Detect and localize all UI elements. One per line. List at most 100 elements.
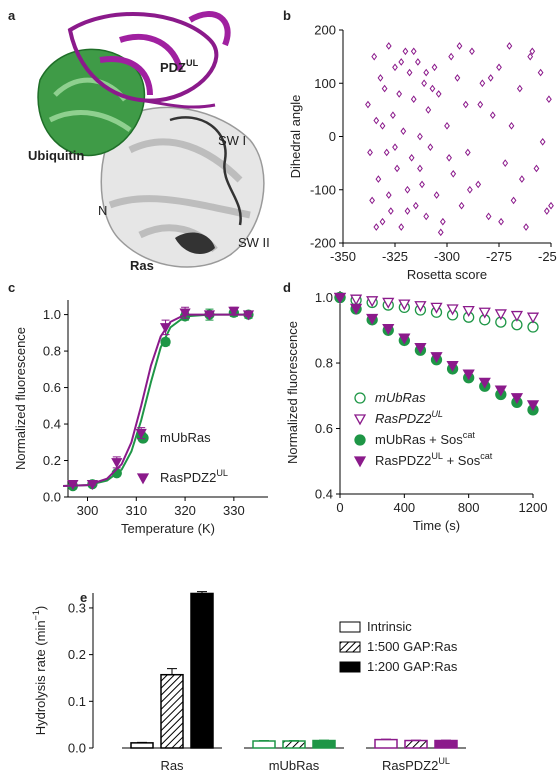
y-axis-label-part: Hydrolysis rate (min (33, 620, 48, 735)
marker (135, 428, 147, 439)
panel-letter: b (283, 8, 291, 23)
marker (421, 79, 427, 88)
marker (398, 299, 411, 311)
sw2-label: SW II (238, 235, 270, 250)
marker (462, 369, 475, 381)
x-tick-label: RasPDZ2UL (382, 756, 450, 773)
pdz-label-part: UL (186, 58, 199, 68)
y-tick-label: 0.4 (315, 487, 333, 502)
structure-art (37, 11, 265, 268)
x-tick-label: 330 (223, 503, 245, 518)
panel-letter: e (80, 590, 87, 605)
marker (464, 148, 471, 157)
marker (385, 42, 392, 50)
ras-label: Ras (130, 258, 154, 273)
legend-label: 1:500 GAP:Ras (367, 639, 458, 654)
y-tick-label: 0.2 (68, 647, 86, 662)
marker (394, 164, 400, 173)
marker (526, 312, 540, 324)
marker (469, 47, 475, 56)
legend-label: Intrinsic (367, 619, 412, 634)
marker (475, 180, 482, 189)
marker (111, 458, 123, 469)
marker (496, 63, 502, 72)
marker (379, 217, 386, 226)
marker (456, 42, 463, 50)
y-tick-label: 0.2 (43, 453, 61, 468)
legend-label-part: cat (463, 430, 476, 440)
legend-label-part: cat (480, 451, 493, 461)
marker (479, 79, 486, 88)
marker (478, 377, 491, 389)
x-tick-label-part: UL (438, 756, 450, 766)
marker (417, 132, 423, 141)
marker (516, 84, 523, 93)
marker (546, 95, 552, 104)
y-tick-label: 0.3 (68, 600, 86, 615)
y-tick-label: 1.0 (43, 307, 61, 322)
bar (190, 592, 214, 749)
legend-marker (353, 414, 367, 426)
bar (282, 740, 306, 749)
marker (382, 324, 395, 335)
marker (437, 228, 444, 237)
panel-letter: c (8, 280, 15, 295)
marker (160, 336, 171, 348)
marker (448, 52, 455, 61)
legend-marker (136, 473, 150, 485)
legend-marker (354, 392, 366, 404)
marker (498, 217, 504, 226)
marker (382, 297, 395, 309)
marker (433, 191, 440, 199)
marker (502, 159, 509, 167)
x-tick-label: 300 (77, 503, 99, 518)
marker (429, 84, 436, 93)
marker (446, 361, 459, 372)
marker (228, 306, 240, 317)
y-tick-label: -100 (310, 182, 336, 197)
marker (392, 63, 398, 72)
legend-label-part: UL (431, 451, 443, 461)
legend-label-part: + Sos (443, 453, 481, 468)
legend-label: RasPDZ2UL (160, 468, 228, 485)
marker (159, 323, 172, 334)
marker (494, 385, 507, 397)
marker (537, 68, 544, 77)
y-tick-label: 0 (329, 129, 336, 144)
marker (414, 301, 427, 313)
marker (404, 185, 411, 194)
marker (430, 302, 443, 314)
marker (349, 294, 363, 306)
marker (508, 122, 515, 130)
legend-label: mUbRas (375, 390, 426, 405)
legend-swatch (339, 621, 361, 633)
legend-label: mUbRas + Soscat (375, 430, 475, 447)
x-tick-label: -275 (486, 249, 512, 264)
n-label: N (98, 203, 107, 218)
x-tick-label: 0 (336, 500, 343, 515)
marker (410, 47, 417, 56)
x-tick-label: -350 (330, 249, 356, 264)
marker (446, 304, 459, 316)
legend-label-part: UL (431, 409, 443, 419)
panel-letter: a (8, 8, 16, 23)
marker (543, 207, 550, 215)
x-axis-label: Time (s) (413, 518, 460, 533)
marker (414, 342, 427, 354)
legend-label-part: RasPDZ2 (375, 453, 431, 468)
marker (423, 212, 430, 221)
marker (377, 74, 384, 82)
marker (367, 148, 373, 157)
y-axis-label: Normalized fluorescence (13, 327, 28, 470)
y-tick-label: 0.1 (68, 694, 86, 709)
legend-swatch (339, 661, 361, 673)
marker (402, 47, 409, 56)
x-tick-label: 310 (125, 503, 147, 518)
pdz-label-part: PDZ (160, 60, 186, 75)
bar (312, 739, 336, 749)
marker (86, 479, 98, 491)
x-tick-label: 400 (393, 500, 415, 515)
y-axis-label-part: ) (33, 606, 48, 610)
y-axis-label-part: −1 (31, 610, 41, 620)
legend-swatch (339, 641, 361, 653)
